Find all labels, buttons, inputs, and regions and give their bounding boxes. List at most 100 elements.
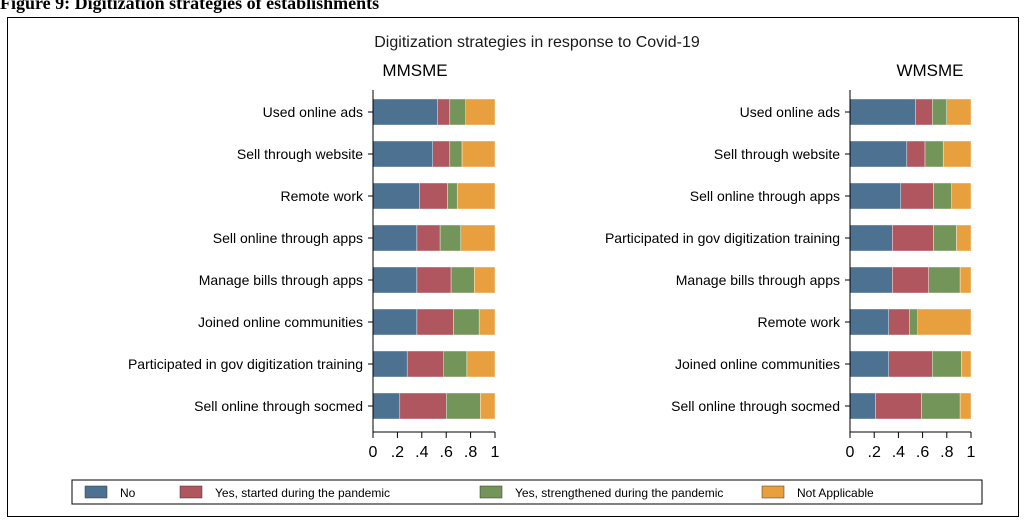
- wmsme-category-label: Sell online through socmed: [671, 398, 840, 414]
- wmsme-bar-segment: [933, 182, 952, 210]
- wmsme-bar-segment: [942, 140, 972, 168]
- wmsme-panel-title: WMSME: [896, 61, 963, 80]
- legend-label: No: [120, 486, 136, 500]
- wmsme-bar-segment: [849, 266, 893, 294]
- mmsme-x-tick-label: .2: [391, 444, 404, 461]
- mmsme-bar-segment: [446, 392, 481, 420]
- mmsme-bar-segment: [372, 98, 438, 126]
- wmsme-category-label: Manage bills through apps: [676, 272, 840, 288]
- wmsme-bar-segment: [900, 182, 934, 210]
- legend-swatch: [84, 485, 108, 499]
- mmsme-bar-segment: [416, 266, 452, 294]
- mmsme-bar-segment: [461, 140, 496, 168]
- mmsme-x-tick-label: 1: [491, 444, 500, 461]
- wmsme-category-label: Participated in gov digitization trainin…: [605, 230, 840, 246]
- legend-box: [71, 479, 983, 505]
- wmsme-bar-segment: [956, 224, 972, 252]
- wmsme-bar-segment: [917, 308, 972, 336]
- mmsme-bar-segment: [406, 350, 444, 378]
- mmsme-category-label: Remote work: [281, 188, 364, 204]
- mmsme-category-label: Used online ads: [263, 104, 363, 120]
- mmsme-bar-segment: [432, 140, 451, 168]
- mmsme-bar-segment: [372, 308, 418, 336]
- wmsme-bar-segment: [933, 224, 957, 252]
- mmsme-category-label: Sell online through socmed: [194, 398, 363, 414]
- chart-title: Digitization strategies in response to C…: [374, 34, 700, 51]
- mmsme-category-label: Sell online through apps: [213, 230, 363, 246]
- mmsme-bar-segment: [453, 308, 480, 336]
- wmsme-bar-segment: [909, 308, 918, 336]
- mmsme-x-tick-label: .4: [415, 444, 428, 461]
- mmsme-bar-segment: [372, 224, 418, 252]
- wmsme-bar-segment: [924, 140, 944, 168]
- mmsme-bar-segment: [399, 392, 447, 420]
- mmsme-bar-segment: [419, 182, 448, 210]
- wmsme-category-label: Joined online communities: [675, 356, 840, 372]
- mmsme-category-label: Manage bills through apps: [199, 272, 363, 288]
- mmsme-bar-segment: [465, 98, 496, 126]
- wmsme-bar-segment: [849, 350, 889, 378]
- legend-swatch: [479, 485, 503, 499]
- mmsme-bar-segment: [372, 392, 401, 420]
- wmsme-bar-segment: [849, 182, 902, 210]
- mmsme-bar-segment: [437, 98, 451, 126]
- wmsme-bar-segment: [915, 98, 933, 126]
- wmsme-bar-segment: [849, 224, 893, 252]
- wmsme-bar-segment: [946, 98, 972, 126]
- mmsme-bar-segment: [416, 224, 441, 252]
- mmsme-bar-segment: [372, 266, 418, 294]
- wmsme-x-tick-label: .8: [940, 444, 953, 461]
- legend-swatch: [761, 485, 785, 499]
- wmsme-bar-segment: [921, 392, 961, 420]
- wmsme-bar-segment: [888, 308, 910, 336]
- mmsme-bar-segment: [372, 140, 433, 168]
- mmsme-bar-segment: [466, 350, 496, 378]
- wmsme-bar-segment: [906, 140, 926, 168]
- mmsme-bar-segment: [449, 98, 466, 126]
- wmsme-bar-segment: [849, 140, 908, 168]
- wmsme-x-tick-label: .2: [868, 444, 881, 461]
- wmsme-x-tick-label: 0: [846, 444, 855, 461]
- wmsme-bar-segment: [932, 98, 948, 126]
- mmsme-bar-segment: [443, 350, 468, 378]
- wmsme-bar-segment: [928, 266, 961, 294]
- wmsme-x-tick-label: .6: [916, 444, 929, 461]
- mmsme-x-tick-label: .8: [464, 444, 477, 461]
- mmsme-bar-segment: [372, 350, 408, 378]
- wmsme-category-label: Remote work: [758, 314, 841, 330]
- mmsme-bar-segment: [439, 224, 462, 252]
- wmsme-category-label: Used online ads: [740, 104, 840, 120]
- mmsme-bar-segment: [474, 266, 496, 294]
- mmsme-panel-title: MMSME: [382, 61, 447, 80]
- mmsme-bar-segment: [372, 182, 420, 210]
- legend-label: Yes, started during the pandemic: [215, 486, 390, 500]
- mmsme-category-label: Sell through website: [237, 146, 363, 162]
- mmsme-bar-segment: [449, 140, 463, 168]
- mmsme-bar-segment: [478, 308, 496, 336]
- wmsme-bar-segment: [849, 98, 916, 126]
- legend-label: Yes, strengthened during the pandemic: [515, 486, 723, 500]
- mmsme-bar-segment: [450, 266, 475, 294]
- wmsme-bar-segment: [932, 350, 962, 378]
- figure-title: Figure 9: Digitization strategies of est…: [0, 0, 380, 13]
- wmsme-bar-segment: [849, 308, 889, 336]
- mmsme-bar-segment: [447, 182, 458, 210]
- wmsme-bar-segment: [951, 182, 972, 210]
- wmsme-bar-segment: [875, 392, 922, 420]
- mmsme-x-tick-label: 0: [369, 444, 378, 461]
- wmsme-category-label: Sell online through apps: [690, 188, 840, 204]
- mmsme-bar-segment: [416, 308, 454, 336]
- wmsme-bar-segment: [892, 266, 929, 294]
- wmsme-category-label: Sell through website: [714, 146, 840, 162]
- wmsme-bar-segment: [888, 350, 933, 378]
- wmsme-x-tick-label: .4: [892, 444, 905, 461]
- mmsme-bar-segment: [460, 224, 496, 252]
- wmsme-bar-segment: [959, 266, 972, 294]
- legend-swatch: [179, 485, 203, 499]
- mmsme-category-label: Participated in gov digitization trainin…: [128, 356, 363, 372]
- wmsme-bar-segment: [959, 392, 972, 420]
- mmsme-category-label: Joined online communities: [198, 314, 363, 330]
- wmsme-bar-segment: [892, 224, 934, 252]
- mmsme-bar-segment: [456, 182, 496, 210]
